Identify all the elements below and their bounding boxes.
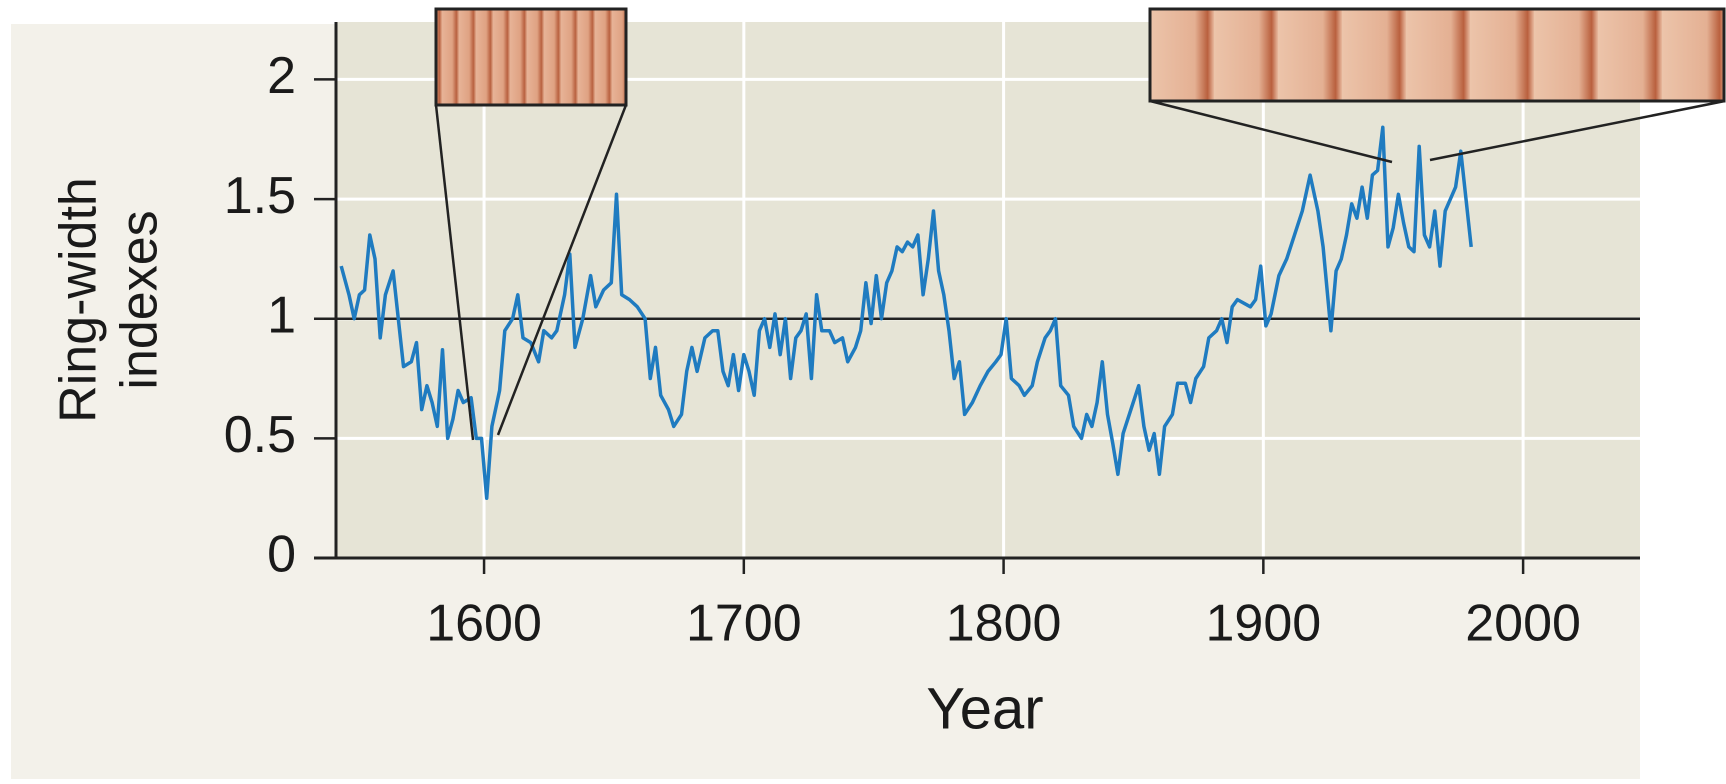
connector [434,104,475,441]
data-line [339,125,1473,500]
y-axis-label-line: Ring-width [50,177,108,423]
inset-right [1148,7,1726,164]
y-tick-label: 1.5 [224,167,296,225]
connector [496,104,628,436]
marks [336,125,1640,500]
x-tick-label: 1700 [686,595,802,653]
connector [1429,99,1726,162]
y-axis-label: Ring-width indexes [50,177,169,423]
y-tick-label: 2 [267,47,296,105]
connector [1149,99,1393,164]
x-tick-label: 1900 [1206,595,1322,653]
x-tick-label: 1600 [426,595,542,653]
y-tick-label: 0 [267,526,296,584]
y-tick-label: 1 [267,286,296,344]
x-tick-label: 2000 [1465,595,1581,653]
x-tick-label: 1800 [946,595,1062,653]
y-tick-label: 0.5 [224,406,296,464]
x-axis-label: Year [926,676,1043,741]
inset-left [434,7,628,441]
y-axis-label-line: indexes [111,210,169,389]
wood-image [1148,7,1726,103]
wood-image [434,7,628,107]
